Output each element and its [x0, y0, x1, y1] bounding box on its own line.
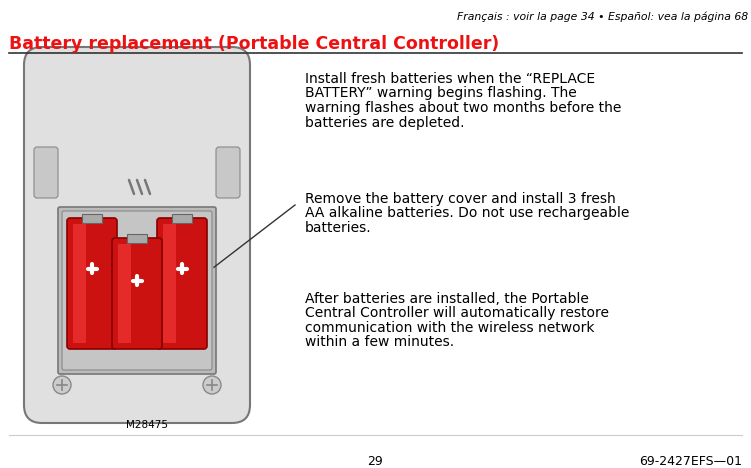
- FancyBboxPatch shape: [24, 47, 250, 423]
- Circle shape: [53, 376, 71, 394]
- Text: Français : voir la page 34 • Español: vea la página 68: Français : voir la page 34 • Español: ve…: [457, 11, 748, 22]
- Text: communication with the wireless network: communication with the wireless network: [305, 321, 595, 335]
- FancyBboxPatch shape: [216, 147, 240, 198]
- Text: Central Controller will automatically restore: Central Controller will automatically re…: [305, 307, 609, 321]
- Text: batteries are depleted.: batteries are depleted.: [305, 116, 465, 130]
- FancyBboxPatch shape: [34, 147, 58, 198]
- Text: AA alkaline batteries. Do not use rechargeable: AA alkaline batteries. Do not use rechar…: [305, 206, 629, 220]
- Text: Battery replacement (Portable Central Controller): Battery replacement (Portable Central Co…: [9, 35, 499, 53]
- FancyBboxPatch shape: [112, 238, 162, 349]
- Text: within a few minutes.: within a few minutes.: [305, 336, 454, 350]
- FancyBboxPatch shape: [118, 244, 131, 343]
- Text: BATTERY” warning begins flashing. The: BATTERY” warning begins flashing. The: [305, 87, 577, 101]
- Bar: [127, 234, 147, 243]
- Text: After batteries are installed, the Portable: After batteries are installed, the Porta…: [305, 292, 589, 306]
- Text: M28475: M28475: [126, 420, 168, 430]
- Text: warning flashes about two months before the: warning flashes about two months before …: [305, 101, 621, 115]
- FancyBboxPatch shape: [67, 218, 117, 349]
- Text: 29: 29: [367, 455, 383, 468]
- FancyBboxPatch shape: [157, 218, 207, 349]
- Bar: [172, 214, 192, 223]
- FancyBboxPatch shape: [73, 224, 86, 343]
- FancyBboxPatch shape: [163, 224, 176, 343]
- Circle shape: [203, 376, 221, 394]
- Text: Install fresh batteries when the “REPLACE: Install fresh batteries when the “REPLAC…: [305, 72, 595, 86]
- Text: 69-2427EFS—01: 69-2427EFS—01: [639, 455, 742, 468]
- Bar: [82, 214, 102, 223]
- FancyBboxPatch shape: [62, 211, 212, 370]
- Text: batteries.: batteries.: [305, 221, 372, 235]
- FancyBboxPatch shape: [58, 207, 216, 374]
- Text: Remove the battery cover and install 3 fresh: Remove the battery cover and install 3 f…: [305, 192, 616, 206]
